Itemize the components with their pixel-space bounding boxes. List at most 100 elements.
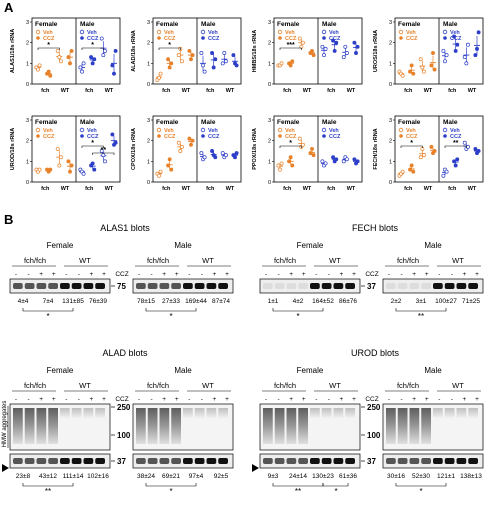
hmw-smear-lane	[345, 408, 355, 418]
data-point	[37, 63, 42, 68]
data-point	[310, 48, 314, 53]
quant-value: 92±5	[214, 473, 229, 480]
x-axis-label: WT	[424, 186, 433, 192]
mw-label: 250	[367, 403, 381, 412]
treatment-mark: +	[425, 396, 429, 403]
sig-marker: *	[46, 312, 49, 321]
data-point	[101, 53, 106, 58]
sig-bracket	[395, 308, 447, 312]
sig-bracket	[81, 47, 104, 50]
treatment-mark: -	[451, 271, 453, 278]
sig-bracket	[22, 483, 74, 487]
quant-value: 2±2	[391, 298, 402, 305]
protein-band	[310, 283, 320, 289]
sig-marker: **	[45, 487, 51, 496]
treatment-mark: +	[289, 271, 293, 278]
sig-marker: *	[47, 42, 50, 49]
treatment-mark: -	[15, 271, 17, 278]
data-point	[220, 61, 225, 66]
treatment-mark: +	[90, 396, 94, 403]
data-point	[443, 59, 447, 64]
sig-marker: ***	[287, 42, 295, 49]
ccz-label: CCZ	[365, 271, 378, 278]
treatment-mark: -	[138, 271, 140, 278]
sig-marker: *	[419, 487, 422, 496]
treatment-mark: +	[225, 271, 229, 278]
data-point	[287, 159, 292, 164]
y-tick-label: 3	[389, 20, 392, 26]
protein-band	[345, 283, 355, 289]
y-tick-label: 0	[147, 180, 150, 186]
protein-band	[136, 458, 146, 464]
data-point	[223, 59, 228, 64]
data-point	[465, 42, 470, 47]
legend-ccz-marker	[157, 36, 161, 40]
treatment-mark: +	[340, 396, 344, 403]
legend-ccz-marker	[443, 36, 447, 40]
y-tick-label: 3	[268, 20, 271, 26]
data-point	[421, 153, 426, 158]
hmw-label: HMW aggregates	[2, 401, 8, 448]
data-point	[297, 136, 302, 141]
legend-veh-label: Veh	[164, 30, 174, 36]
quant-value: 61±36	[339, 473, 357, 480]
data-point	[57, 55, 62, 60]
legend-ccz-marker	[399, 36, 403, 40]
y-tick-label: 3	[389, 118, 392, 124]
treatment-mark: -	[65, 271, 67, 278]
male-title: Male	[443, 119, 458, 126]
data-point	[344, 51, 349, 55]
legend-veh-label: Veh	[406, 30, 416, 36]
data-point	[462, 140, 467, 145]
legend-ccz-marker	[201, 36, 205, 40]
data-point	[187, 136, 192, 141]
legend-veh-label: Veh	[285, 128, 295, 134]
legend-veh-marker	[35, 127, 41, 133]
protein-band	[456, 283, 467, 289]
protein-band	[36, 458, 47, 464]
hmw-smear-lane	[333, 408, 344, 418]
data-point	[213, 57, 218, 62]
protein-band	[286, 283, 297, 289]
data-point	[69, 48, 74, 53]
x-axis-label: fch	[327, 88, 336, 94]
hmw-smear-lane	[183, 408, 193, 418]
data-point	[110, 132, 115, 137]
data-point	[223, 153, 228, 158]
protein-band	[333, 283, 344, 289]
protein-band	[71, 458, 82, 464]
data-point	[189, 57, 193, 62]
data-point	[331, 38, 336, 43]
hmw-smear-lane	[36, 408, 47, 444]
treatment-mark: -	[150, 271, 152, 278]
sig-bracket	[272, 308, 324, 312]
treatment-mark: +	[475, 396, 479, 403]
sig-bracket	[145, 308, 197, 312]
protein-band	[218, 458, 228, 464]
band-arrowhead	[2, 464, 9, 472]
y-tick-label: 2	[268, 41, 271, 47]
legend-veh-label: Veh	[208, 128, 218, 134]
protein-band	[298, 283, 308, 289]
quant-value: 100±27	[435, 298, 457, 305]
x-axis-label: WT	[61, 186, 70, 192]
data-point	[400, 169, 405, 174]
data-point	[409, 63, 414, 68]
data-point	[112, 71, 116, 76]
sig-bracket	[444, 145, 467, 148]
quant-value: 4±2	[293, 298, 304, 305]
protein-band	[60, 283, 70, 289]
band-arrowhead	[252, 464, 259, 472]
hmw-smear-lane	[24, 408, 35, 444]
legend-ccz-label: CCZ	[43, 36, 55, 42]
mw-label: 75	[117, 282, 126, 291]
data-point	[323, 161, 328, 166]
x-axis-label: WT	[61, 88, 70, 94]
data-point	[311, 53, 316, 58]
protein-band	[13, 283, 23, 289]
data-point	[102, 159, 107, 164]
treatment-mark: -	[265, 271, 267, 278]
x-axis-label: WT	[226, 88, 235, 94]
treatment-mark: +	[425, 271, 429, 278]
